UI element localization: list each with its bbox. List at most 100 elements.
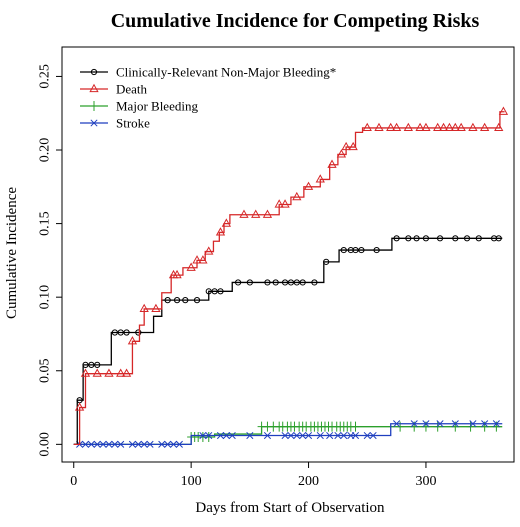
data-point (146, 440, 154, 448)
data-point (341, 141, 351, 151)
data-point (140, 440, 148, 448)
data-point (280, 199, 290, 208)
y-tick-label: 0.25 (38, 64, 53, 89)
data-point (117, 329, 124, 336)
data-point (336, 149, 347, 158)
series-layer (73, 106, 509, 448)
data-point (186, 262, 196, 271)
data-point (235, 279, 242, 286)
data-point (358, 246, 365, 254)
data-point (123, 329, 130, 336)
series-line (73, 237, 503, 445)
data-point (182, 297, 189, 304)
series-3 (73, 420, 503, 448)
data-point (111, 440, 119, 448)
data-point (99, 440, 107, 448)
data-point (495, 235, 502, 242)
data-point (469, 420, 477, 428)
data-point (246, 279, 253, 286)
data-point (292, 191, 302, 201)
data-point (386, 122, 396, 132)
data-point (173, 297, 181, 304)
data-point (494, 122, 504, 132)
data-point (198, 255, 208, 264)
y-tick-label: 0.20 (38, 138, 53, 163)
data-point (246, 431, 254, 440)
y-tick-label: 0.15 (38, 211, 53, 236)
data-point (413, 235, 420, 242)
data-point (498, 106, 509, 115)
data-point (299, 279, 306, 286)
data-point (374, 122, 384, 132)
plot-frame (61, 46, 515, 463)
data-point (463, 235, 471, 242)
data-point (363, 431, 371, 440)
data-point (158, 440, 166, 448)
data-point (362, 122, 372, 132)
data-point (422, 420, 430, 428)
data-point (433, 122, 443, 132)
data-point (436, 235, 444, 242)
data-point (373, 246, 380, 254)
data-point (393, 420, 401, 428)
data-point (211, 288, 218, 295)
data-point (215, 227, 226, 236)
data-point (444, 122, 455, 132)
y-tick-label: 0.00 (38, 432, 53, 457)
data-point (303, 181, 314, 190)
data-point (88, 361, 95, 368)
data-point (326, 431, 334, 440)
data-point (311, 279, 318, 286)
chart-title: Cumulative Incidence for Competing Risks (111, 10, 480, 32)
data-point (263, 431, 272, 440)
data-point (251, 209, 261, 218)
data-point (205, 431, 213, 440)
y-axis-label: Cumulative Incidence (4, 187, 20, 319)
data-point (334, 431, 342, 440)
data-point (164, 440, 172, 448)
data-point (450, 122, 460, 132)
data-point (281, 279, 289, 286)
data-point (452, 235, 459, 242)
data-point (92, 368, 102, 377)
data-point (352, 246, 359, 254)
data-point (299, 431, 307, 440)
data-point (287, 279, 295, 286)
data-point (287, 431, 295, 440)
data-point (205, 288, 212, 295)
legend: Clinically-Relevant Non-Major Bleeding* D… (80, 65, 336, 131)
data-point (323, 258, 330, 265)
legend-label: Clinically-Relevant Non-Major Bleeding* (116, 65, 336, 80)
data-point (222, 431, 230, 440)
data-point (164, 297, 171, 304)
data-point (139, 303, 149, 313)
data-point (192, 255, 202, 264)
x-tick-label: 0 (70, 474, 77, 489)
legend-marker (90, 68, 98, 76)
legend-marker (89, 83, 99, 93)
data-point (405, 235, 412, 242)
data-point (262, 209, 273, 218)
data-point (316, 431, 324, 440)
data-point (135, 329, 142, 336)
data-point (421, 122, 431, 132)
data-point (105, 440, 113, 448)
data-point (351, 431, 360, 440)
data-point (451, 420, 459, 428)
data-point (169, 440, 178, 448)
data-point (80, 368, 91, 377)
data-point (111, 329, 118, 336)
x-axis: 0 100 200 300 (70, 462, 436, 489)
data-point (121, 368, 132, 377)
data-point (304, 431, 313, 440)
legend-label: Stroke (116, 116, 150, 131)
data-point (127, 336, 138, 345)
data-point (193, 297, 201, 304)
data-point (199, 431, 207, 440)
data-point (422, 235, 430, 242)
data-point (104, 368, 114, 377)
x-tick-label: 200 (298, 474, 319, 489)
series-1 (73, 106, 509, 445)
legend-label: Major Bleeding (116, 99, 198, 114)
data-point (87, 440, 95, 448)
